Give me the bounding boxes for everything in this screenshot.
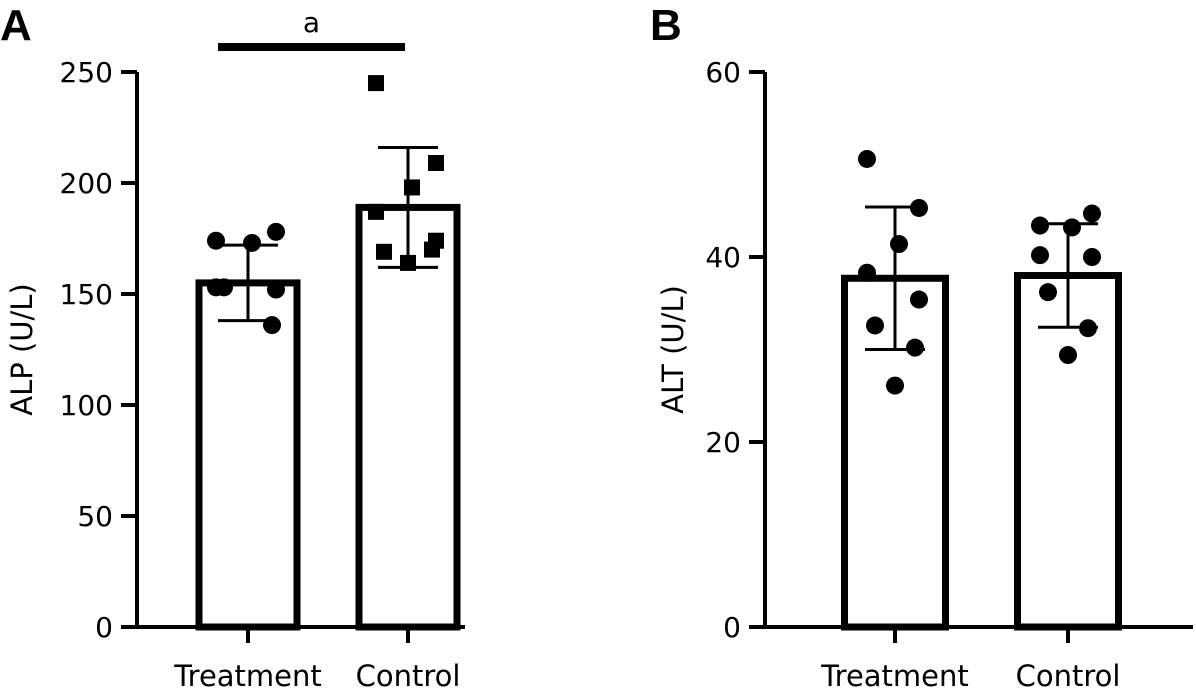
y-tick-label: 200: [60, 167, 113, 200]
data-point: [1039, 283, 1057, 302]
y-tick-label: 50: [77, 500, 113, 533]
data-point: [376, 243, 392, 260]
data-point: [424, 241, 440, 258]
data-point: [1083, 248, 1101, 266]
data-point: [428, 155, 444, 172]
bar-control: [1014, 272, 1122, 631]
x-tick-label: Control: [1016, 659, 1121, 693]
data-point: [890, 235, 908, 254]
data-point: [858, 263, 876, 282]
data-point: [1031, 216, 1049, 235]
y-tick-label: 0: [95, 611, 113, 644]
data-point: [243, 233, 261, 252]
data-point: [910, 290, 928, 309]
data-point: [1063, 218, 1081, 237]
y-tick-label: 100: [60, 389, 113, 422]
x-tick-label: Treatment: [173, 659, 322, 693]
y-tick-label: 20: [705, 426, 741, 459]
data-point: [906, 338, 924, 357]
data-point: [400, 254, 416, 271]
data-point: [207, 231, 225, 250]
data-point: [215, 278, 233, 297]
bar-treatment: [195, 279, 301, 631]
x-tick-label: Treatment: [820, 659, 969, 693]
data-point: [1031, 246, 1049, 265]
panel-label-b: B: [650, 1, 682, 50]
y-axis-title: ALP (U/L): [5, 283, 39, 415]
data-point: [368, 75, 384, 92]
significance-label: a: [303, 6, 320, 39]
data-point: [1083, 204, 1101, 223]
x-tick-label: Control: [356, 659, 461, 693]
data-point: [866, 316, 884, 335]
panel-label-a: A: [0, 1, 32, 50]
data-point: [886, 376, 904, 395]
y-tick-label: 40: [705, 241, 741, 274]
data-point: [368, 203, 384, 220]
data-point: [267, 222, 285, 241]
chart-alp: 0 50 100 150 200 250 ALP (U/L) Treatment Control…: [5, 6, 465, 693]
data-point: [263, 316, 281, 335]
y-tick-label: 60: [705, 56, 741, 89]
y-tick-label: 150: [60, 278, 113, 311]
data-point: [858, 149, 876, 168]
chart-alt: 0 20 40 60 ALT (U/L) Treatment Control: [656, 56, 1193, 693]
data-point: [267, 280, 285, 299]
y-axis-title: ALT (U/L): [656, 285, 690, 414]
data-point: [1079, 319, 1097, 338]
data-point: [910, 198, 928, 217]
data-point: [404, 179, 420, 196]
data-point: [1059, 346, 1077, 365]
y-tick-label: 0: [723, 611, 741, 644]
y-tick-label: 250: [60, 56, 113, 89]
